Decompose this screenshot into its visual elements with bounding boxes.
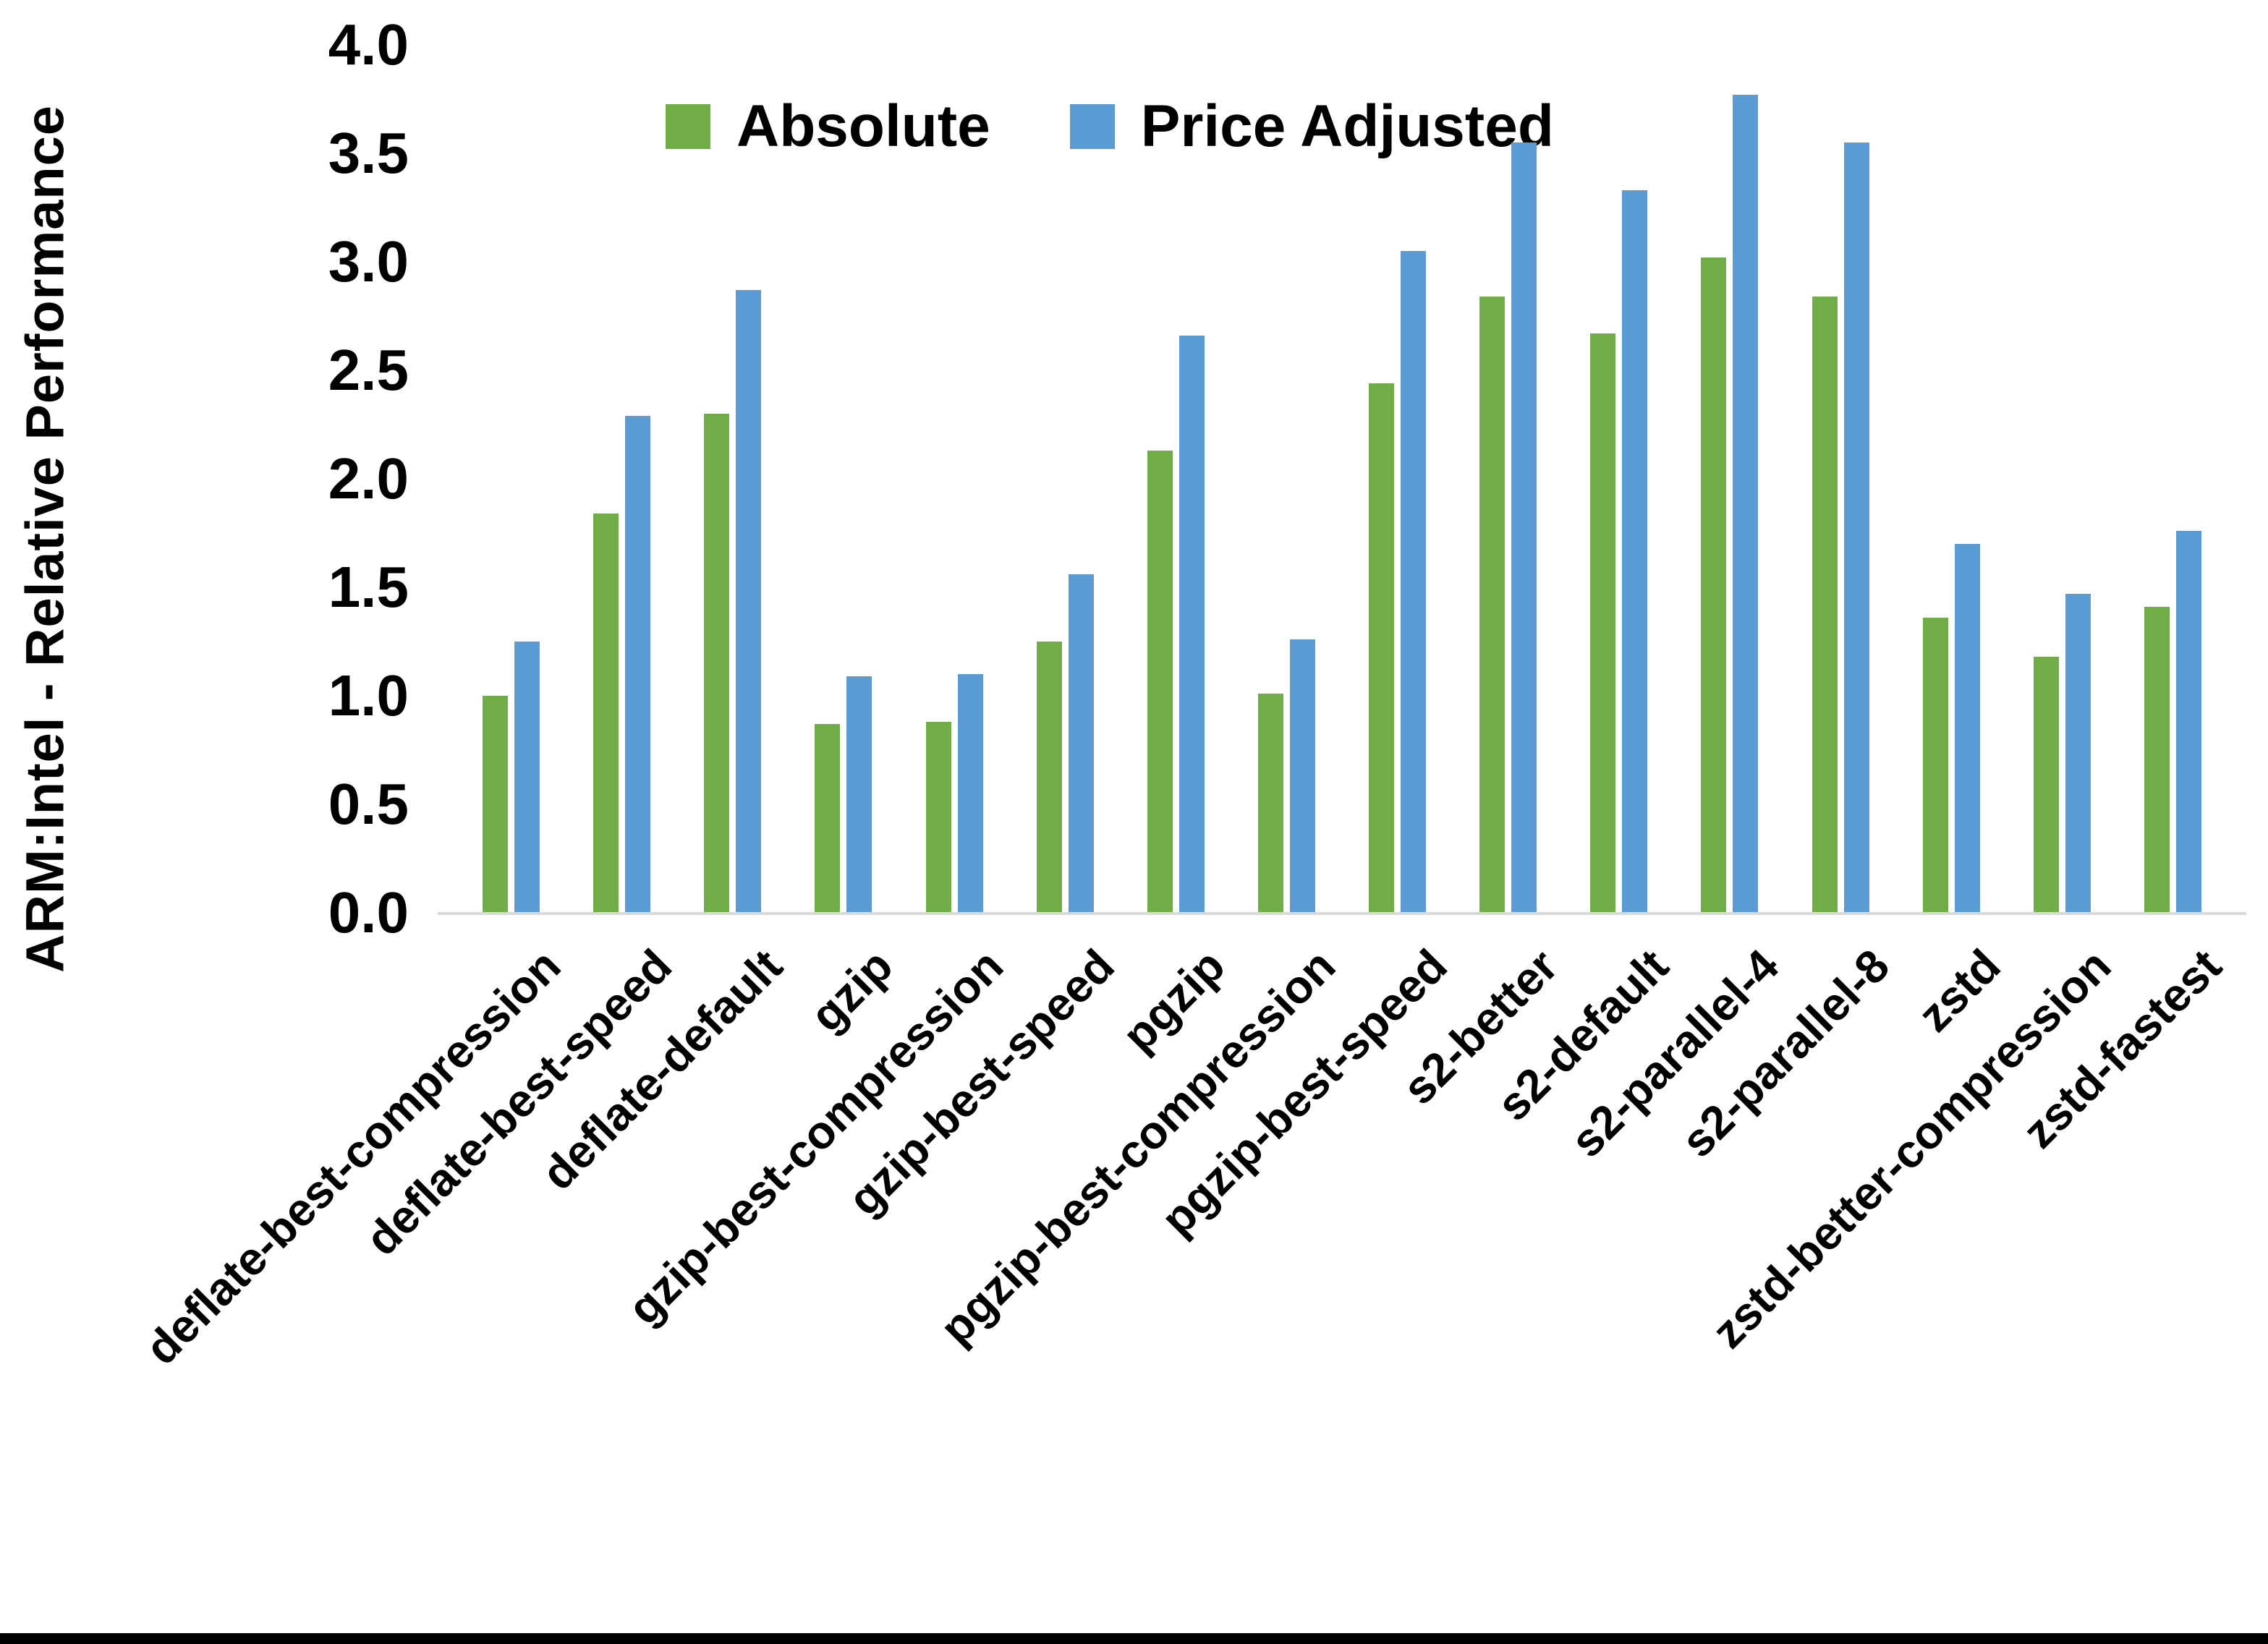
bar-absolute-deflate-best-compression	[483, 696, 509, 913]
bar-absolute-s2-parallel-4	[1701, 257, 1727, 913]
bar-price-adjusted-s2-better	[1511, 142, 1537, 913]
bar-price-adjusted-pgzip-best-compression	[1289, 639, 1315, 913]
y-tick-label-3.0: 3.0	[328, 229, 409, 294]
bar-absolute-deflate-best-speed	[593, 514, 619, 913]
bar-price-adjusted-gzip-best-compression	[957, 674, 983, 913]
legend-item-price-adjusted: Price Adjusted	[1069, 93, 1554, 161]
bar-price-adjusted-zstd-fastest	[2175, 531, 2201, 913]
bar-group-pgzip-best-speed	[1342, 45, 1453, 913]
blue-square-icon	[1069, 104, 1115, 149]
bar-absolute-pgzip	[1147, 451, 1173, 913]
bar-price-adjusted-deflate-best-speed	[625, 416, 651, 913]
bar-absolute-pgzip-best-compression	[1257, 694, 1283, 913]
plot-area	[438, 45, 2246, 915]
bar-absolute-pgzip-best-speed	[1369, 383, 1395, 913]
legend-label-absolute: Absolute	[736, 93, 990, 159]
legend-item-absolute: Absolute	[666, 93, 990, 161]
bar-price-adjusted-zstd-better-compression	[2065, 594, 2091, 913]
bar-absolute-gzip	[815, 724, 841, 913]
y-tick-label-1.5: 1.5	[328, 555, 409, 619]
bar-absolute-s2-default	[1590, 333, 1616, 913]
bar-absolute-gzip-best-speed	[1036, 642, 1062, 913]
bar-group-s2-parallel-4	[1674, 45, 1785, 913]
y-tick-label-2.5: 2.5	[328, 338, 409, 402]
bar-price-adjusted-s2-parallel-4	[1733, 95, 1759, 913]
bar-price-adjusted-pgzip-best-speed	[1401, 251, 1427, 913]
bar-group-gzip	[788, 45, 899, 913]
bar-group-gzip-best-speed	[1010, 45, 1121, 913]
x-axis-line	[438, 912, 2246, 915]
bar-absolute-deflate-default	[704, 414, 730, 913]
bar-group-deflate-best-speed	[566, 45, 677, 913]
y-tick-label-1.0: 1.0	[328, 663, 409, 728]
bar-absolute-s2-parallel-8	[1812, 297, 1838, 913]
bar-price-adjusted-deflate-best-compression	[514, 642, 540, 913]
y-tick-label-4.0: 4.0	[328, 12, 409, 77]
x-label-deflate-best-compression: deflate-best-compression	[135, 939, 571, 1375]
bar-group-gzip-best-compression	[899, 45, 1010, 913]
bottom-edge-bar	[0, 1633, 2268, 1644]
bar-group-zstd	[1896, 45, 2007, 913]
bar-group-deflate-default	[677, 45, 788, 913]
bar-group-zstd-better-compression	[2007, 45, 2118, 913]
y-tick-label-0.5: 0.5	[328, 772, 409, 836]
bar-price-adjusted-deflate-default	[736, 290, 762, 913]
bar-price-adjusted-gzip-best-speed	[1068, 574, 1094, 913]
bar-absolute-s2-better	[1479, 297, 1505, 913]
bar-price-adjusted-pgzip	[1178, 336, 1205, 913]
bar-group-zstd-fastest	[2118, 45, 2228, 913]
bar-group-s2-default	[1563, 45, 1674, 913]
y-tick-label-0.0: 0.0	[328, 880, 409, 945]
bar-absolute-zstd-better-compression	[2033, 657, 2059, 913]
legend: Absolute Price Adjusted	[666, 93, 1554, 161]
bar-absolute-gzip-best-compression	[925, 722, 951, 913]
bar-group-pgzip	[1121, 45, 1231, 913]
bar-group-s2-better	[1453, 45, 1563, 913]
bar-price-adjusted-gzip	[846, 676, 872, 913]
bar-groups	[456, 45, 2228, 913]
bar-absolute-zstd	[1922, 618, 1948, 913]
y-axis-title: ARM:Intel - Relative Performance	[14, 105, 75, 973]
bar-price-adjusted-s2-parallel-8	[1843, 142, 1869, 913]
bar-group-deflate-best-compression	[456, 45, 566, 913]
bar-price-adjusted-zstd	[1954, 544, 1980, 913]
green-square-icon	[666, 104, 710, 149]
bar-group-pgzip-best-compression	[1231, 45, 1342, 913]
y-tick-label-2.0: 2.0	[328, 446, 409, 511]
bar-price-adjusted-s2-default	[1622, 190, 1648, 913]
bar-absolute-zstd-fastest	[2144, 607, 2170, 913]
legend-label-price-adjusted: Price Adjusted	[1140, 93, 1554, 159]
y-tick-label-3.5: 3.5	[328, 121, 409, 185]
bar-group-s2-parallel-8	[1785, 45, 1896, 913]
